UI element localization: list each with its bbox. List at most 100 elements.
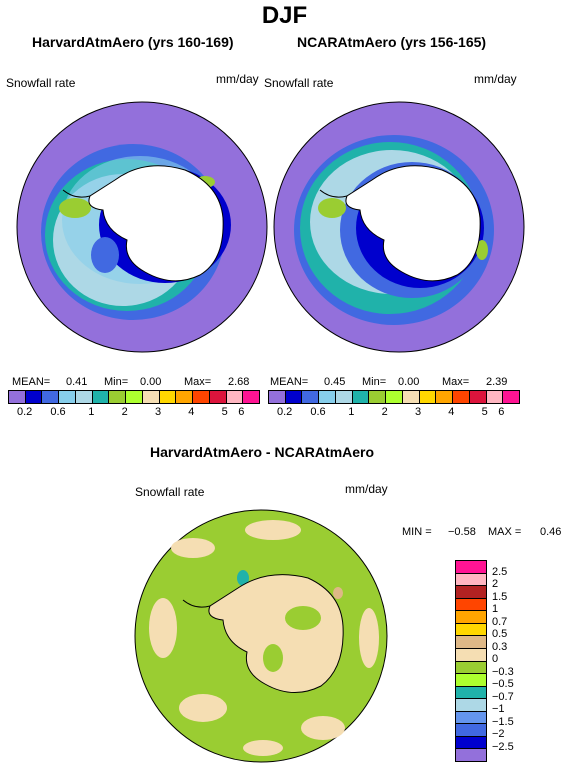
diff-colorbar-swatch	[456, 674, 486, 687]
diff-colorbar-tick-label: −1.5	[492, 715, 514, 728]
colorbar-tick-label: 6	[498, 406, 505, 418]
panel2-max-label: Max=	[442, 376, 470, 388]
colorbar-swatch	[386, 391, 403, 403]
panel1-title: HarvardAtmAero (yrs 160-169)	[32, 34, 234, 50]
colorbar-swatch	[25, 391, 43, 403]
colorbar-swatch	[436, 391, 454, 403]
panel2-mean-label: MEAN=	[270, 376, 309, 388]
colorbar-swatch	[453, 391, 470, 403]
diff-colorbar-swatch	[456, 736, 486, 750]
colorbar-tick-label: 4	[188, 406, 195, 418]
panel1-max-label: Max=	[184, 376, 212, 388]
colorbar-swatch	[302, 391, 320, 403]
colorbar-tick-label: 1	[88, 406, 95, 418]
panel1-mean-label: MEAN=	[12, 376, 51, 388]
colorbar-swatch	[193, 391, 210, 403]
diff-colorbar-swatch	[456, 636, 486, 649]
diff-colorbar	[455, 560, 487, 762]
diff-colorbar-swatch	[456, 699, 486, 712]
colorbar-swatch	[42, 391, 60, 403]
colorbar-swatch	[243, 391, 260, 403]
diff-colorbar-tick-label: −1	[492, 703, 505, 715]
diff-colorbar-tick-label: −0.3	[492, 665, 514, 678]
diff-colorbar-swatch	[456, 724, 486, 737]
panel2-min-label: Min=	[362, 376, 387, 388]
panel2-variable-label: Snowfall rate	[264, 76, 334, 90]
diff-variable-label: Snowfall rate	[135, 485, 205, 499]
diff-colorbar-tick-label: −0.5	[492, 678, 514, 690]
colorbar-swatch	[159, 391, 177, 403]
panel1-min-label: Min=	[104, 376, 129, 388]
colorbar-swatch	[176, 391, 194, 403]
panel2-polar-map	[273, 101, 525, 353]
diff-units-label: mm/day	[345, 482, 388, 496]
panel1-polar-map	[16, 101, 268, 353]
colorbar-tick-label: 5	[221, 406, 228, 418]
colorbar-swatch	[352, 391, 370, 403]
panel1-colorbar-ticks: 0.2 0.6 1 2 3 4 5 6	[8, 406, 258, 420]
diff-colorbar-tick-label: 1.5	[492, 590, 508, 603]
colorbar-swatch	[503, 391, 520, 403]
colorbar-tick-label: 1	[348, 406, 355, 418]
colorbar-tick-label: 2	[381, 406, 388, 418]
colorbar-swatch	[285, 391, 303, 403]
colorbar-swatch	[402, 391, 420, 403]
diff-colorbar-swatch	[456, 586, 486, 599]
diff-colorbar-tick-label: −0.7	[492, 690, 514, 703]
panel1-mean-value: 0.41	[66, 376, 88, 388]
panel2-colorbar-ticks: 0.2 0.6 1 2 3 4 5 6	[268, 406, 518, 420]
panel2-colorbar	[268, 390, 520, 404]
colorbar-tick-label: 5	[481, 406, 488, 418]
diff-colorbar-tick-label: 0.5	[492, 628, 508, 640]
diff-min-value: −0.58	[448, 526, 476, 538]
colorbar-swatch	[419, 391, 437, 403]
colorbar-swatch	[126, 391, 143, 403]
panel2-min-value: 0.00	[398, 376, 420, 388]
colorbar-swatch	[369, 391, 387, 403]
colorbar-swatch	[226, 391, 244, 403]
colorbar-tick-label: 0.6	[310, 406, 326, 418]
diff-colorbar-swatch	[456, 598, 486, 612]
diff-colorbar-tick-label: 2	[492, 578, 499, 590]
diff-colorbar-swatch	[456, 611, 486, 624]
colorbar-swatch	[9, 391, 26, 403]
panel1-colorbar	[8, 390, 260, 404]
panel1-variable-label: Snowfall rate	[6, 76, 76, 90]
figure-title: DJF	[261, 2, 308, 29]
diff-colorbar-swatch	[456, 686, 486, 700]
colorbar-tick-label: 0.2	[17, 406, 33, 418]
diff-colorbar-tick-label: 1	[492, 603, 499, 615]
diff-colorbar-tick-label: 0	[492, 653, 499, 665]
diff-colorbar-swatch	[456, 711, 486, 725]
panel2-max-value: 2.39	[486, 376, 508, 388]
colorbar-swatch	[269, 391, 286, 403]
diff-colorbar-swatch	[456, 573, 486, 587]
panel2-title: NCARAtmAero (yrs 156-165)	[297, 34, 487, 50]
colorbar-swatch	[142, 391, 160, 403]
diff-title: HarvardAtmAero - NCARAtmAero	[150, 444, 375, 460]
diff-max-value: 0.46	[540, 526, 562, 538]
diff-colorbar-tick-label: 0.7	[492, 615, 508, 628]
panel2-mean-value: 0.45	[324, 376, 346, 388]
panel1-max-value: 2.68	[228, 376, 250, 388]
diff-max-label: MAX =	[488, 526, 522, 538]
diff-colorbar-tick-label: −2	[492, 728, 505, 740]
diff-colorbar-tick-label: 2.5	[492, 565, 508, 578]
panel2-units-label: mm/day	[474, 72, 517, 86]
colorbar-tick-label: 6	[238, 406, 245, 418]
panel1-units-label: mm/day	[216, 72, 259, 86]
diff-colorbar-swatch	[456, 648, 486, 662]
colorbar-tick-label: 3	[154, 406, 162, 418]
colorbar-tick-label: 0.2	[277, 406, 293, 418]
colorbar-tick-label: 2	[121, 406, 128, 418]
colorbar-swatch	[75, 391, 93, 403]
colorbar-swatch	[469, 391, 487, 403]
colorbar-tick-label: 0.6	[50, 406, 66, 418]
diff-colorbar-tick-label: 0.3	[492, 640, 508, 653]
colorbar-swatch	[59, 391, 76, 403]
colorbar-swatch	[319, 391, 336, 403]
diff-min-label: MIN =	[402, 526, 432, 538]
colorbar-tick-label: 4	[448, 406, 455, 418]
diff-colorbar-swatch	[456, 661, 486, 675]
diff-colorbar-swatch	[456, 561, 486, 574]
